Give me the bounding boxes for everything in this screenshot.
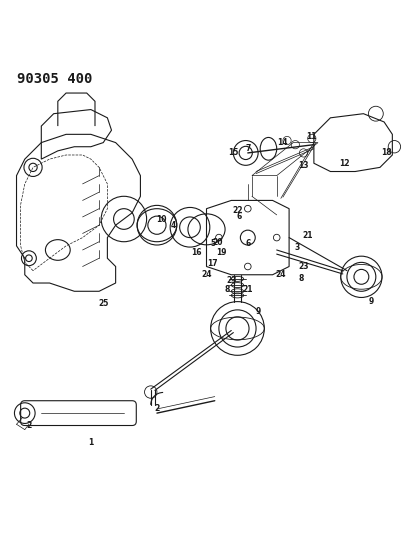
Text: 16: 16 [191, 247, 202, 256]
Text: 9: 9 [256, 308, 261, 317]
Text: 23: 23 [226, 277, 237, 286]
Text: 21: 21 [242, 285, 253, 294]
Text: 11: 11 [306, 132, 317, 141]
Text: 90305 400: 90305 400 [17, 72, 92, 86]
Text: 1: 1 [88, 438, 93, 447]
Text: 6: 6 [245, 239, 250, 248]
Text: 5: 5 [210, 239, 215, 248]
Text: 14: 14 [278, 138, 288, 147]
Text: 3: 3 [295, 244, 300, 253]
Text: 25: 25 [98, 299, 109, 308]
Text: 9: 9 [369, 297, 374, 306]
Text: 2: 2 [26, 421, 31, 430]
Text: 2: 2 [154, 405, 159, 414]
Text: 12: 12 [339, 159, 350, 168]
Text: 13: 13 [298, 161, 309, 170]
Text: 19: 19 [216, 247, 226, 256]
Text: 8: 8 [299, 274, 304, 284]
Text: 24: 24 [275, 270, 286, 279]
Text: 7: 7 [245, 144, 251, 154]
Text: 23: 23 [298, 262, 309, 271]
Text: 21: 21 [302, 231, 313, 240]
Text: 15: 15 [228, 148, 239, 157]
Text: 10: 10 [156, 214, 166, 223]
Text: 6: 6 [237, 213, 242, 221]
Text: 20: 20 [212, 238, 223, 247]
Text: 8: 8 [224, 285, 230, 294]
Text: 22: 22 [232, 206, 243, 215]
Text: 17: 17 [207, 259, 218, 268]
Text: 4: 4 [171, 221, 176, 230]
Text: 18: 18 [381, 148, 392, 157]
Text: 24: 24 [201, 270, 212, 279]
